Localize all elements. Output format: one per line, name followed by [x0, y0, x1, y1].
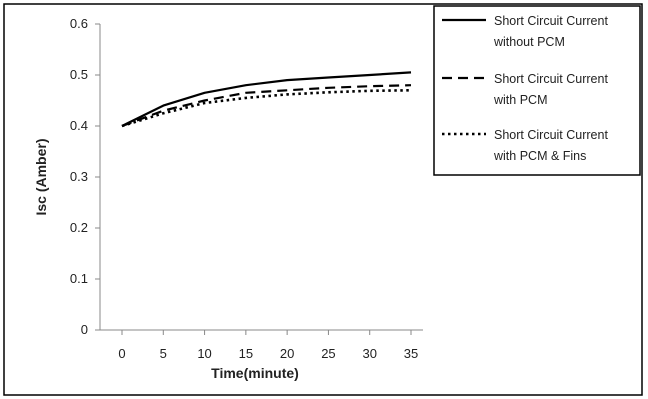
legend-label: with PCM & Fins: [493, 149, 586, 163]
legend: Short Circuit Current without PCM Short Ci…: [433, 5, 641, 176]
x-tick-label: 15: [239, 346, 253, 361]
x-tick-label: 35: [404, 346, 418, 361]
ticks: 0 0.1 0.2 0.3 0.4 0.5 0.6 0 5 10 15 20 25 30 35: [70, 16, 418, 361]
series-line-2: [121, 84, 412, 128]
y-tick-label: 0.5: [70, 67, 88, 82]
x-tick-label: 5: [160, 346, 167, 361]
x-axis-title: Time(minute): [211, 365, 299, 381]
legend-label: Short Circuit Current: [494, 14, 608, 28]
y-tick-label: 0.4: [70, 118, 88, 133]
x-tick-label: 0: [118, 346, 125, 361]
series-lines: [121, 71, 412, 128]
legend-label: with PCM: [493, 93, 547, 107]
y-tick-label: 0: [81, 322, 88, 337]
y-tick-label: 0.2: [70, 220, 88, 235]
x-tick-label: 30: [362, 346, 376, 361]
x-tick-label: 10: [197, 346, 211, 361]
y-tick-label: 0.1: [70, 271, 88, 286]
legend-label: Short Circuit Current: [494, 72, 608, 86]
y-axis-title: Isc (Amber): [33, 138, 49, 215]
legend-box: [433, 5, 641, 176]
x-tick-label: 20: [280, 346, 294, 361]
y-tick-label: 0.6: [70, 16, 88, 31]
y-tick-label: 0.3: [70, 169, 88, 184]
series-line-3: [121, 89, 412, 128]
x-tick-label: 25: [321, 346, 335, 361]
legend-label: Short Circuit Current: [494, 128, 608, 142]
series-line-1: [121, 71, 412, 127]
legend-label: without PCM: [493, 35, 565, 49]
legend-items: Short Circuit Current without PCM Short Ci…: [442, 14, 608, 163]
